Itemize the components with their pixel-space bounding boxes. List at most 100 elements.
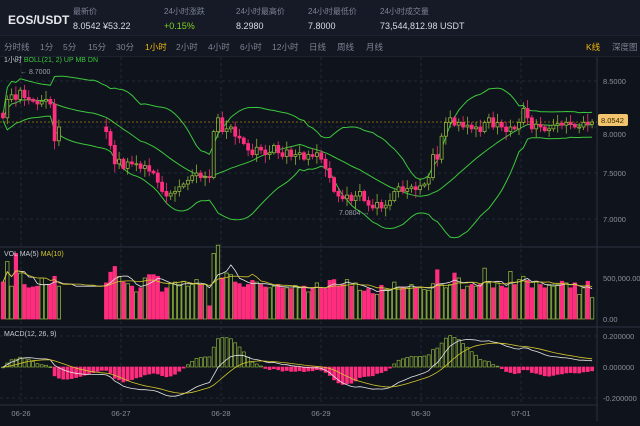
candle-down [289, 149, 294, 157]
candle-up [443, 122, 448, 137]
macd-histogram-bar [310, 366, 315, 372]
kline-chart[interactable]: 8.5000 8.0000 7.5000 7.0000 06-26 06-27 06-28 0… [0, 57, 640, 421]
macd-histogram-bar [44, 364, 48, 368]
candle-up [517, 122, 521, 130]
volume-bar [233, 281, 238, 320]
candle-up [564, 122, 569, 126]
tab-6h[interactable]: 6小时 [240, 42, 262, 52]
macd-histogram-bar [267, 366, 272, 370]
macd-histogram-bar [551, 366, 556, 376]
candle-up [203, 176, 208, 179]
candle-up [190, 175, 195, 181]
tab-kline[interactable]: K线 [586, 42, 601, 52]
volume-bar [456, 277, 461, 320]
macd-histogram-bar [280, 366, 285, 372]
candle-up [306, 154, 311, 160]
volume-bar [306, 291, 311, 320]
tab-2h[interactable]: 2小时 [176, 42, 198, 52]
volume-bar [465, 285, 470, 320]
tab-12h[interactable]: 12小时 [272, 42, 299, 52]
candle-up [508, 126, 513, 132]
macd-histogram-bar [297, 366, 302, 372]
volume-bar [452, 272, 457, 320]
candle-up [254, 146, 259, 155]
volume-bar [250, 280, 255, 320]
stat-24h-low: 24小时最低价 7.8000 [308, 7, 357, 31]
volume-bar [198, 284, 203, 320]
boll-mid-line [2, 99, 593, 197]
volume-bar [538, 284, 543, 320]
volume-bar [22, 284, 27, 320]
volume-bar [159, 291, 165, 320]
market-header: EOS/USDT 最新价 8.0542 ¥53.22 24小时涨跌 +0.15% 2… [0, 0, 640, 35]
tab-timeline[interactable]: 分时线 [4, 42, 30, 52]
volume-bar [254, 281, 259, 320]
candle-down [112, 145, 117, 165]
boll-lower-line [2, 115, 593, 239]
macd-histogram-bar [31, 361, 35, 368]
candle-up [495, 122, 500, 128]
volume-bar [276, 284, 281, 320]
candle-up [345, 194, 349, 200]
candle-down [259, 146, 263, 151]
candle-down [241, 137, 246, 144]
tab-15m[interactable]: 15分 [88, 42, 106, 52]
volume-bar [237, 283, 242, 320]
volume-bar [168, 283, 173, 320]
candle-down [560, 122, 564, 126]
volume-bar [495, 282, 500, 320]
candle-down [121, 158, 126, 169]
tab-depth[interactable]: 深度图 [612, 42, 638, 52]
tab-5m[interactable]: 5分 [63, 42, 77, 52]
tab-30m[interactable]: 30分 [116, 42, 134, 52]
volume-bar [147, 274, 152, 320]
macd-histogram-bar [237, 346, 242, 368]
volume-bar [525, 280, 530, 320]
candle-up [194, 172, 199, 177]
volume-bar [521, 275, 526, 320]
macd-dea-line [2, 342, 593, 394]
tab-4h[interactable]: 4小时 [208, 42, 230, 52]
volume-bar [190, 284, 195, 320]
macd-histogram-bar [358, 366, 362, 378]
tab-1m[interactable]: 1分 [40, 42, 54, 52]
candle-down [469, 124, 474, 130]
tab-week[interactable]: 周线 [337, 42, 355, 52]
macd-histogram-bar [112, 366, 117, 379]
macd-histogram-bar [52, 366, 57, 377]
macd-histogram-bar [164, 366, 169, 378]
volume-bar [555, 284, 560, 320]
volume-bar [366, 288, 371, 320]
macd-histogram-bar [573, 366, 577, 374]
date-tick: 06-26 [11, 409, 30, 418]
candle-down [323, 158, 328, 169]
macd-histogram-bar [130, 366, 134, 380]
candle-down [340, 195, 345, 200]
macd-histogram-bar [194, 358, 199, 368]
macd-histogram-bar [35, 363, 40, 368]
volume-bar [293, 284, 298, 320]
macd-histogram-bar [560, 366, 564, 375]
min-price-label: 7.0804 → [339, 210, 369, 217]
volume-bar [207, 305, 212, 320]
chart-canvas[interactable]: 8.5000 8.0000 7.5000 7.0000 06-26 06-27 06-28 0… [0, 57, 640, 421]
volume-bar [439, 284, 444, 320]
candle-up [216, 117, 220, 132]
candle-up [224, 128, 229, 132]
macd-histogram-bar [121, 366, 126, 383]
macd-histogram-bar [517, 366, 521, 374]
volume-bar [301, 285, 307, 320]
volume-bar [448, 284, 453, 320]
tab-month[interactable]: 月线 [366, 42, 384, 52]
candle-up [474, 126, 478, 130]
volume-bar [104, 282, 109, 320]
candle-down [1, 112, 5, 119]
macd-histogram-bar [345, 366, 349, 384]
candle-down [22, 89, 27, 98]
tab-1h[interactable]: 1小时 [145, 42, 167, 52]
volume-bar [125, 283, 130, 320]
volume-bar [430, 283, 436, 320]
tab-day[interactable]: 日线 [309, 42, 327, 52]
candle-up [177, 186, 182, 192]
volume-bar [534, 280, 539, 320]
